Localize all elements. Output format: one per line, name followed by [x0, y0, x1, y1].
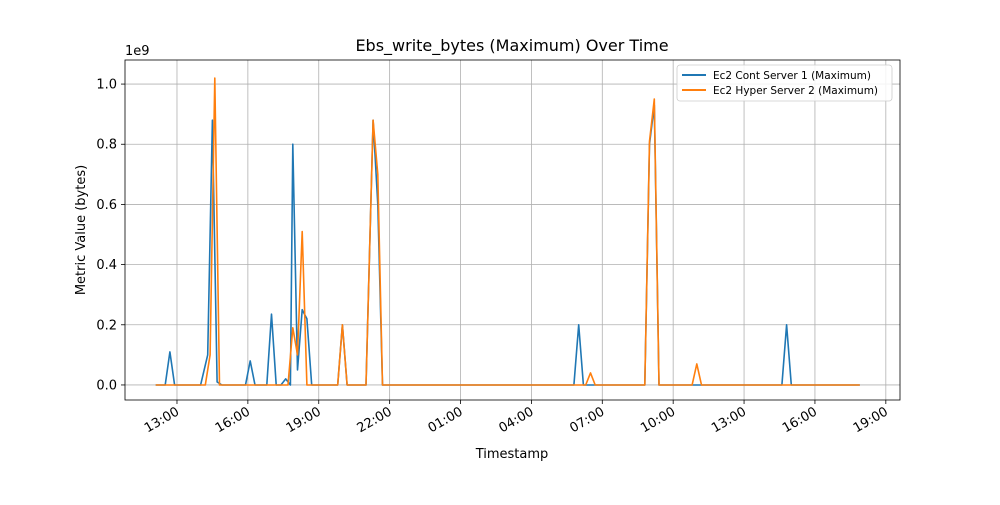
legend-label-series-1: Ec2 Cont Server 1 (Maximum)	[713, 70, 871, 82]
series-line-1	[155, 104, 860, 386]
series-line-2	[155, 77, 860, 386]
y-tick-label: 0.6	[96, 198, 117, 213]
y-offset-label: 1e9	[125, 44, 150, 59]
y-tick-label: 0.2	[96, 318, 117, 333]
x-tick-label: 16:00	[780, 404, 820, 436]
x-tick-label: 10:00	[638, 404, 678, 436]
legend: Ec2 Cont Server 1 (Maximum) Ec2 Hyper Se…	[676, 64, 893, 102]
legend-label-series-2: Ec2 Hyper Server 2 (Maximum)	[713, 85, 878, 97]
x-tick-label: 04:00	[496, 404, 536, 436]
plot-frame	[124, 59, 901, 401]
y-tick-label: 0.0	[96, 378, 117, 393]
x-axis-label: Timestamp	[475, 447, 549, 462]
x-tick-label: 16:00	[213, 404, 253, 436]
x-tick-label: 22:00	[355, 404, 395, 436]
y-tick-label: 0.8	[96, 138, 117, 153]
y-tick-label: 0.4	[96, 258, 117, 273]
series-lines	[155, 77, 860, 386]
legend-box	[676, 64, 893, 102]
x-tick-label: 13:00	[142, 404, 182, 436]
y-tick-label: 1.0	[96, 78, 117, 93]
x-tick-label: 01:00	[426, 404, 466, 436]
chart-title: Ebs_write_bytes (Maximum) Over Time	[355, 36, 668, 56]
x-tick-label: 19:00	[851, 404, 891, 436]
y-axis-label: Metric Value (bytes)	[74, 165, 89, 295]
x-tick-label: 13:00	[709, 404, 749, 436]
grid	[125, 60, 900, 400]
x-tick-label: 07:00	[567, 404, 607, 436]
x-tick-label: 19:00	[284, 404, 324, 436]
